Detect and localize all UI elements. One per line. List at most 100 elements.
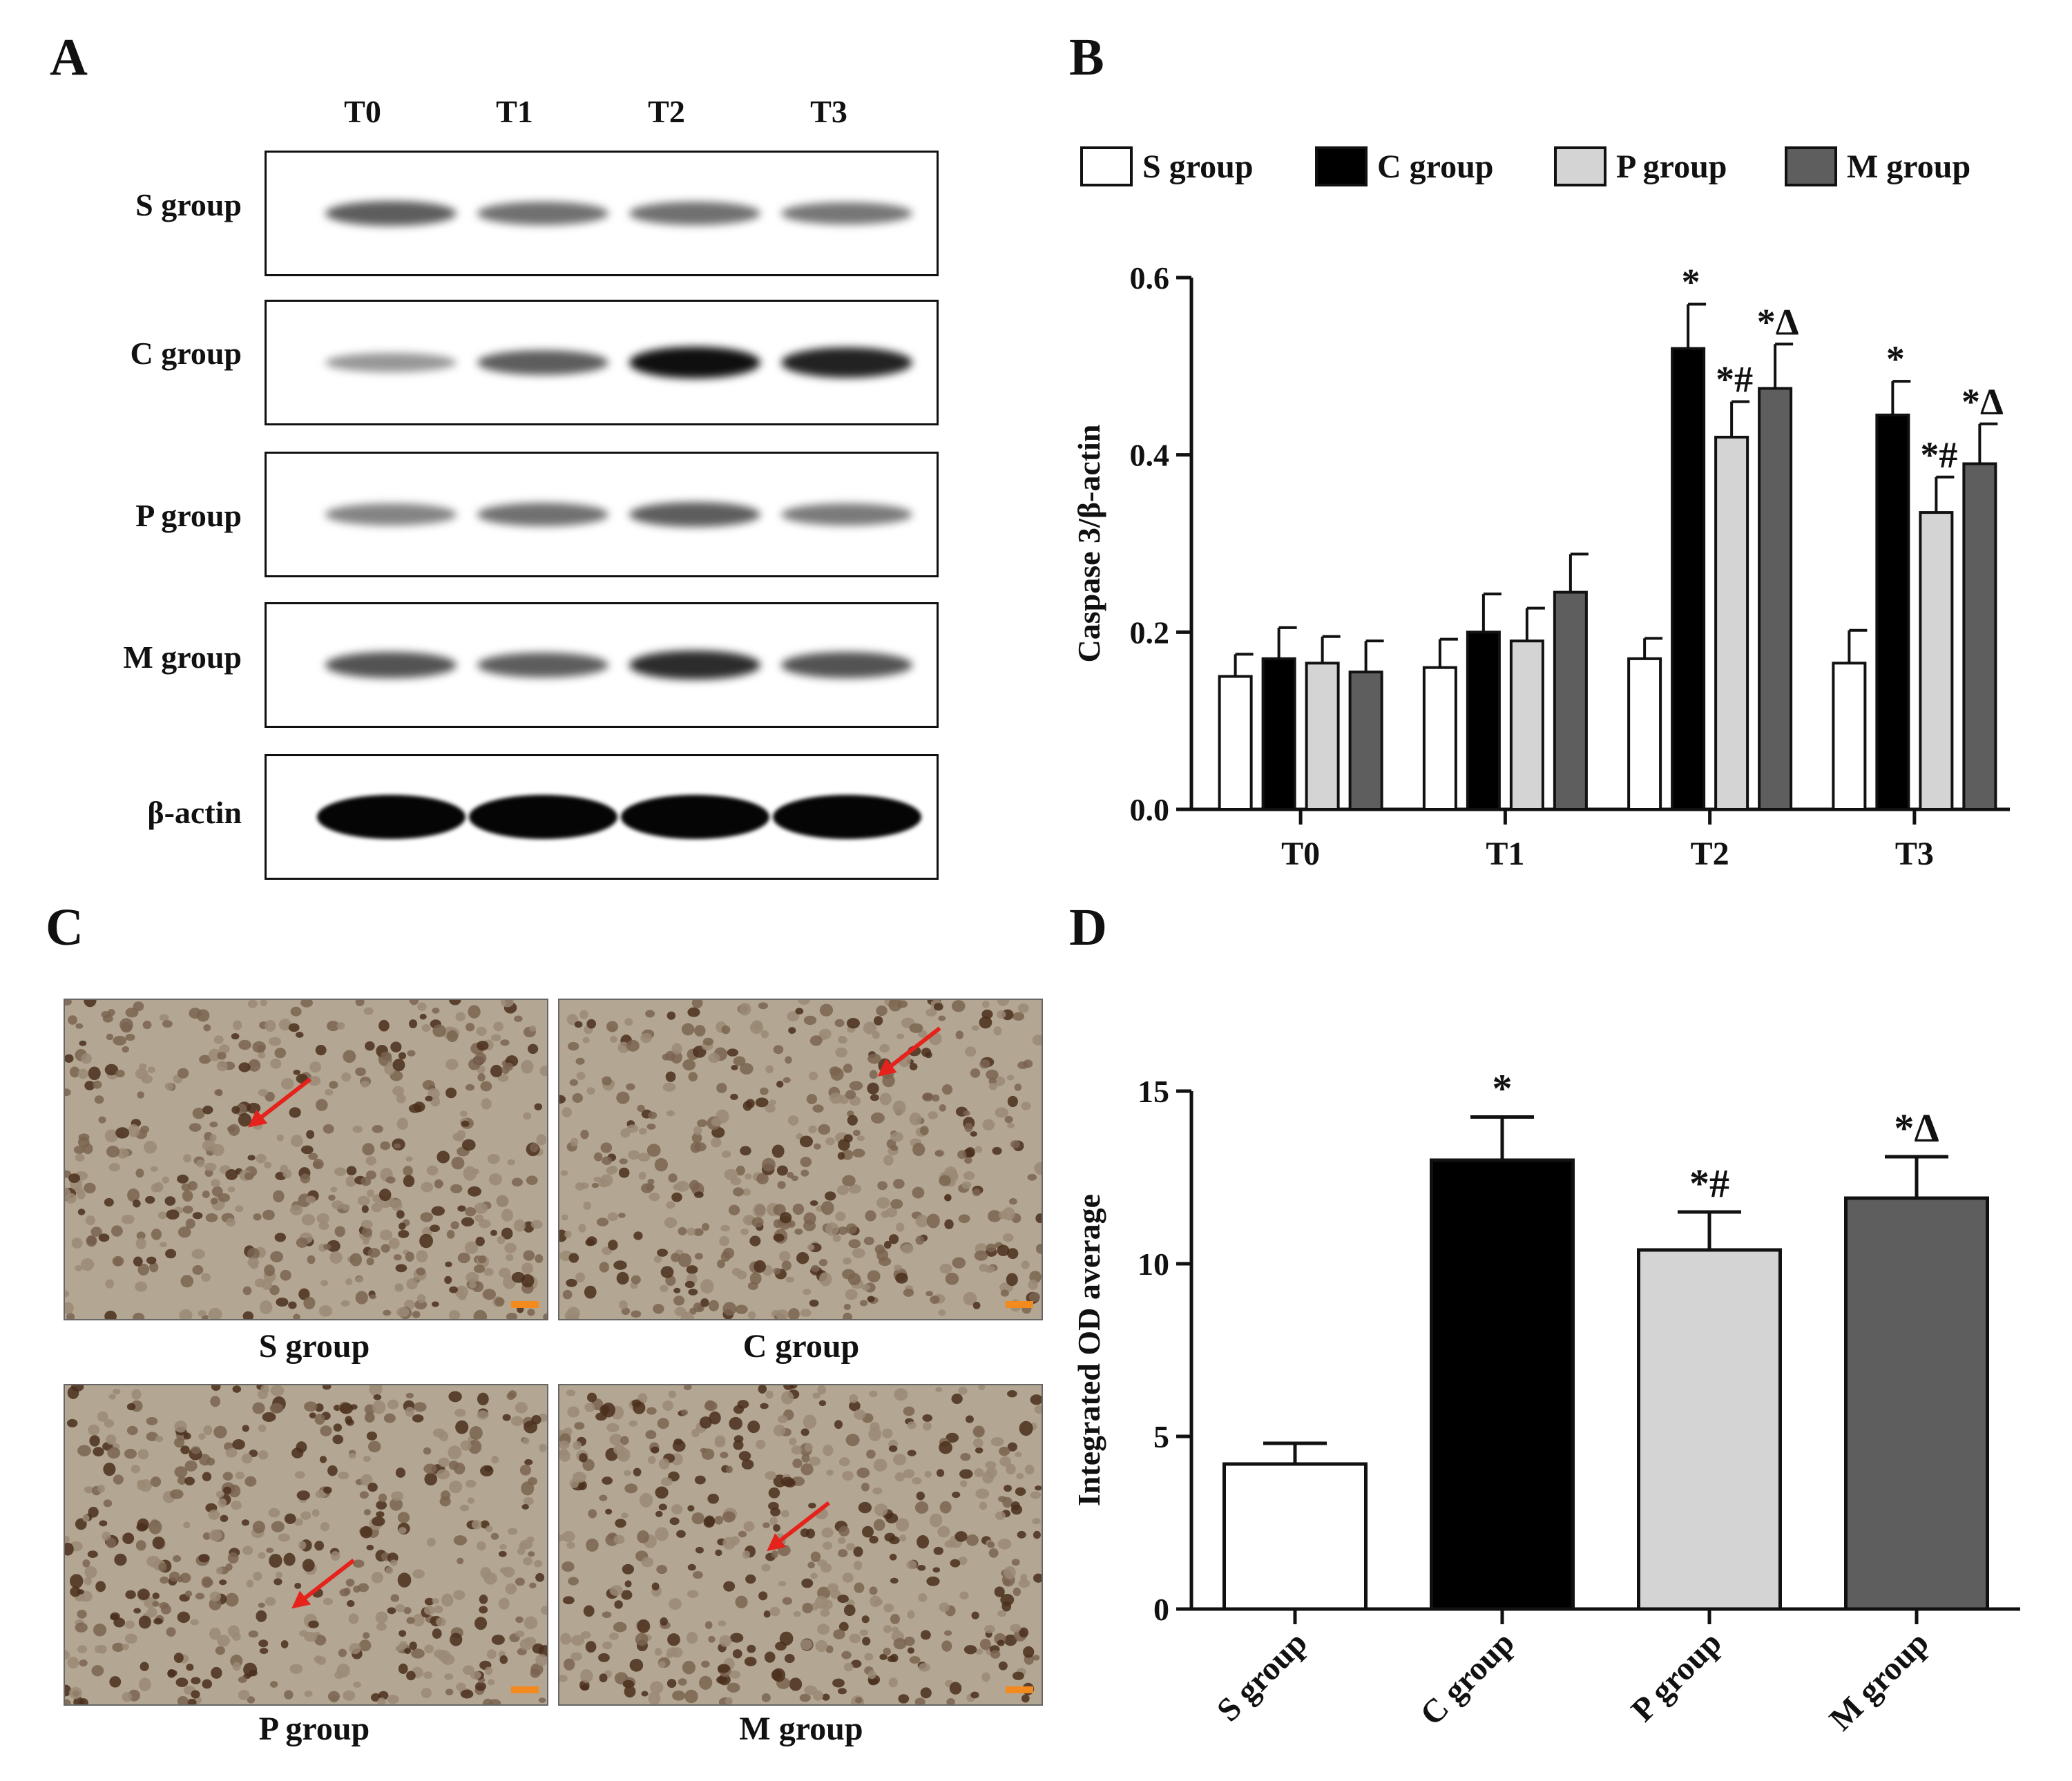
panel-letter-c: C bbox=[46, 898, 84, 956]
y-tick-label: 0.2 bbox=[1130, 615, 1170, 650]
x-tick-label: T3 bbox=[1895, 836, 1934, 872]
legend-label-c: C group bbox=[1377, 148, 1494, 185]
legend-item-m: M group bbox=[1785, 146, 1970, 186]
significance-mark: *Δ bbox=[1961, 381, 2004, 423]
blot-c-group bbox=[265, 300, 939, 425]
bar-p-group bbox=[1637, 1248, 1782, 1611]
blot-row-label-actin: β-actin bbox=[147, 795, 242, 830]
bar-c-group bbox=[1671, 347, 1706, 811]
micrograph-label-m: M group bbox=[739, 1711, 863, 1747]
blot-band bbox=[629, 202, 760, 225]
blot-row-label-p: P group bbox=[135, 498, 242, 533]
y-axis-label: Caspase 3/β-actin bbox=[1071, 425, 1106, 663]
significance-mark: * bbox=[1682, 262, 1700, 303]
bar-c-group bbox=[1875, 413, 1910, 811]
bar-s-group bbox=[1218, 675, 1253, 811]
panel-letter-b: B bbox=[1069, 28, 1104, 86]
y-tick-label: 0.6 bbox=[1130, 260, 1170, 296]
legend-item-p: P group bbox=[1554, 146, 1727, 186]
significance-mark: *Δ bbox=[1757, 301, 1799, 343]
bar-c-group bbox=[1430, 1158, 1575, 1611]
lane-label-t3: T3 bbox=[810, 94, 847, 129]
bar-s-group bbox=[1627, 657, 1662, 811]
bar-m-group bbox=[1758, 387, 1793, 811]
panel-letter-d: D bbox=[1069, 898, 1107, 956]
bar-s-group bbox=[1222, 1462, 1368, 1611]
legend-item-s: S group bbox=[1080, 146, 1254, 186]
x-tick-label: M group bbox=[1823, 1624, 1936, 1737]
y-tick-label: 0 bbox=[1153, 1592, 1169, 1627]
legend-label-s: S group bbox=[1142, 148, 1254, 185]
blot-band bbox=[477, 349, 608, 376]
blot-band bbox=[781, 652, 912, 678]
blot-band bbox=[781, 347, 912, 378]
y-tick-label: 0.4 bbox=[1130, 438, 1170, 473]
micrograph-s-group bbox=[64, 999, 548, 1320]
x-tick-label: T1 bbox=[1486, 836, 1524, 872]
blot-band bbox=[781, 202, 912, 225]
micrograph-texture bbox=[559, 1385, 1042, 1704]
bar-m-group bbox=[1844, 1196, 1989, 1611]
micrograph-texture bbox=[65, 1385, 547, 1704]
bar-c-group bbox=[1261, 657, 1296, 811]
blot-p-group bbox=[265, 452, 939, 577]
blot-band bbox=[477, 503, 608, 526]
blot-row-label-s: S group bbox=[135, 187, 242, 222]
legend-label-p: P group bbox=[1616, 148, 1727, 185]
blot-s-group bbox=[265, 151, 939, 276]
legend-swatch-c bbox=[1315, 146, 1368, 186]
y-axis-label: Integrated OD average bbox=[1071, 1194, 1106, 1506]
micrograph-label-p: P group bbox=[258, 1711, 370, 1747]
legend-swatch-m bbox=[1785, 146, 1837, 186]
blot-band bbox=[325, 503, 457, 526]
blot-band bbox=[316, 795, 466, 839]
blot-band bbox=[629, 346, 760, 379]
blot-band bbox=[772, 795, 921, 839]
micrograph-c-group bbox=[558, 999, 1043, 1320]
legend-swatch-p bbox=[1554, 146, 1606, 186]
bar-m-group bbox=[1348, 671, 1383, 811]
x-tick-label: S group bbox=[1210, 1624, 1314, 1729]
significance-mark: *# bbox=[1920, 434, 1957, 476]
significance-mark: *# bbox=[1689, 1161, 1729, 1206]
lane-label-t2: T2 bbox=[648, 94, 685, 129]
blot-row-label-c: C group bbox=[130, 336, 242, 371]
y-tick-label: 10 bbox=[1138, 1246, 1169, 1282]
bar-s-group bbox=[1832, 662, 1867, 811]
micrograph-label-c: C group bbox=[742, 1328, 860, 1365]
blot-band bbox=[781, 503, 912, 526]
micrograph-label-s: S group bbox=[258, 1328, 370, 1365]
blot-band bbox=[620, 795, 769, 839]
micrograph-p-group bbox=[64, 1384, 548, 1706]
blot-band bbox=[629, 650, 760, 680]
micrograph-texture bbox=[559, 1000, 1042, 1319]
x-tick-label: C group bbox=[1413, 1624, 1522, 1733]
y-tick-label: 0.0 bbox=[1130, 792, 1170, 827]
significance-mark: *Δ bbox=[1894, 1106, 1939, 1151]
blot-band bbox=[477, 202, 608, 225]
blot-band bbox=[325, 652, 457, 678]
panel-letter-a: A bbox=[50, 28, 88, 86]
x-tick-label: P group bbox=[1624, 1624, 1729, 1729]
significance-mark: *# bbox=[1716, 359, 1753, 401]
bar-p-group bbox=[1714, 436, 1749, 811]
legend-item-c: C group bbox=[1315, 146, 1494, 186]
bar-s-group bbox=[1422, 666, 1457, 811]
significance-mark: * bbox=[1493, 1066, 1513, 1111]
blot-m-group bbox=[265, 602, 939, 728]
bar-p-group bbox=[1509, 639, 1544, 811]
legend-label-m: M group bbox=[1847, 148, 1971, 185]
blot-band bbox=[629, 501, 760, 528]
lane-label-t1: T1 bbox=[496, 94, 533, 129]
micrograph-texture bbox=[65, 1000, 547, 1319]
micrograph-m-group bbox=[558, 1384, 1043, 1706]
significance-mark: * bbox=[1886, 338, 1905, 380]
chart-d: 0 5 10 15 Integrated OD average S group * C gro… bbox=[1071, 1066, 2020, 1737]
blot-band bbox=[468, 795, 617, 839]
y-tick-label: 15 bbox=[1138, 1074, 1169, 1109]
blot-row-label-m: M group bbox=[123, 639, 242, 675]
legend-swatch-s bbox=[1080, 146, 1133, 186]
bar-c-group bbox=[1466, 630, 1501, 811]
bar-m-group bbox=[1553, 590, 1588, 811]
